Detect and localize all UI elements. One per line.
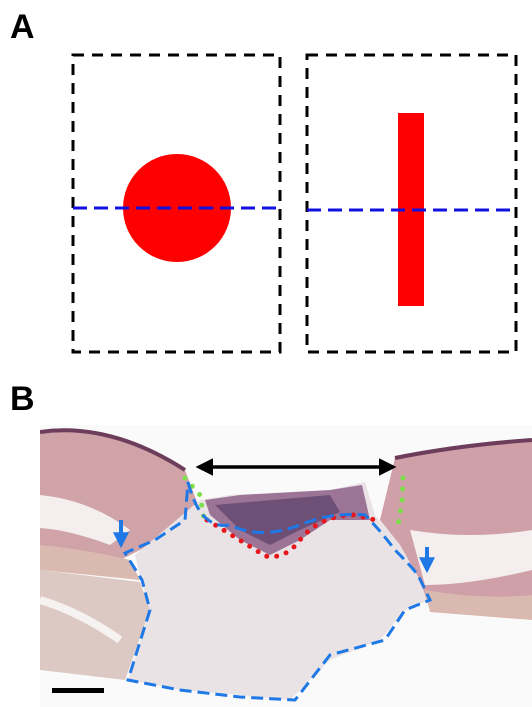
panel-a-diagram xyxy=(73,55,516,352)
page: {"panels": [{"label": "A"}, {"label": "B… xyxy=(0,0,532,707)
scale-bar xyxy=(52,688,104,693)
panel-label: B xyxy=(10,380,35,418)
figure: A B xyxy=(0,0,532,707)
panel-label: A xyxy=(10,8,35,46)
